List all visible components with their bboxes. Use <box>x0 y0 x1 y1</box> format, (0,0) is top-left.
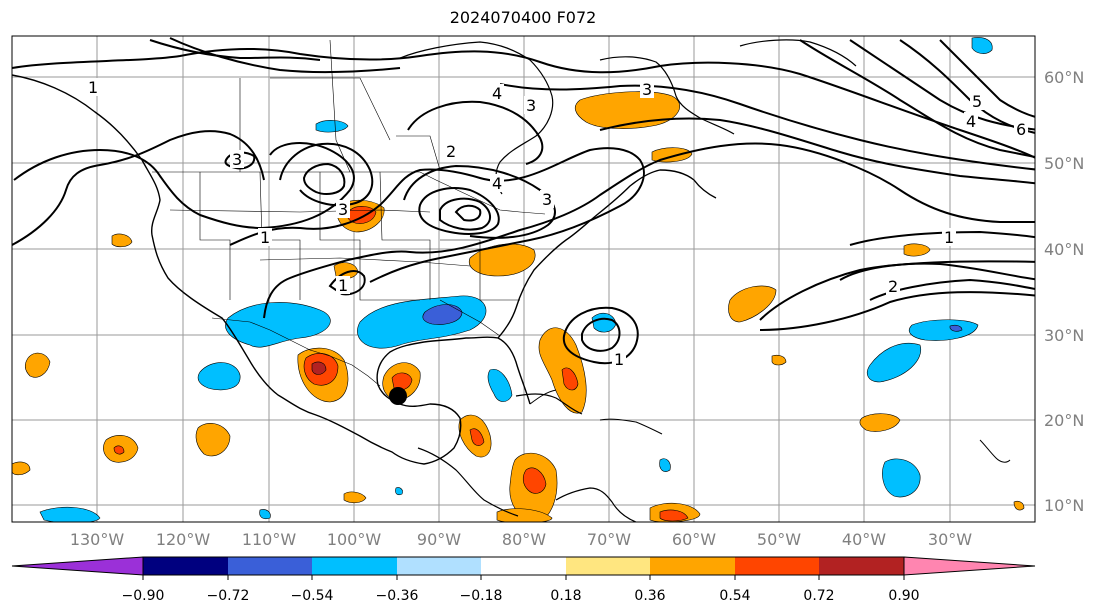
lon-label: 60°W <box>672 530 716 549</box>
lon-label: 90°W <box>417 530 461 549</box>
borders <box>152 39 546 387</box>
colorbar-tick-label: 0.72 <box>803 588 834 604</box>
contour-label: 6 <box>1016 120 1026 139</box>
positive-anomaly-regions <box>12 91 1025 522</box>
lon-label: 70°W <box>587 530 631 549</box>
colorbar-tick-label: 0.36 <box>634 588 665 604</box>
contour-label: 1 <box>338 276 348 295</box>
colorbar-bin <box>397 557 481 575</box>
contour-label: 3 <box>542 190 552 209</box>
lon-label: 50°W <box>757 530 801 549</box>
contour-label: 5 <box>972 92 982 111</box>
storm-center-marker <box>389 387 407 405</box>
map-title: 2024070400 F072 <box>449 8 597 27</box>
colorbar-bin <box>566 557 650 575</box>
lon-label: 80°W <box>502 530 546 549</box>
colorbar-bin <box>312 557 397 575</box>
negative-anomaly-regions <box>39 37 993 522</box>
contour-label: 1 <box>944 228 954 247</box>
colorbar-extend-low <box>11 556 144 576</box>
lon-label: 40°W <box>842 530 886 549</box>
lon-label: 30°W <box>928 530 972 549</box>
contour-label: 1 <box>88 78 98 97</box>
colorbar: −0.90 −0.72 −0.54 −0.36 −0.18 0.18 0.36 … <box>11 556 1036 604</box>
colorbar-tick-label: 0.54 <box>719 588 750 604</box>
lat-label: 50°N <box>1044 154 1084 173</box>
lat-label: 40°N <box>1044 240 1084 259</box>
colorbar-tick-label: 0.90 <box>888 588 919 604</box>
lat-label: 60°N <box>1044 68 1084 87</box>
colorbar-bin <box>819 557 904 575</box>
lon-label: 110°W <box>242 530 297 549</box>
longitude-labels: 130°W 120°W 110°W 100°W 90°W 80°W 70°W 6… <box>70 530 972 549</box>
colorbar-tick-label: −0.18 <box>460 588 503 604</box>
colorbar-bin <box>481 557 566 575</box>
latitude-labels: 60°N 50°N 40°N 30°N 20°N 10°N <box>1044 68 1084 515</box>
contour-label: 3 <box>642 80 652 99</box>
colorbar-tick-label: −0.36 <box>376 588 419 604</box>
lat-label: 30°N <box>1044 326 1084 345</box>
contour-label: 4 <box>966 112 976 131</box>
map-frame <box>11 35 1036 523</box>
contour-label: 3 <box>526 96 536 115</box>
colorbar-extend-high <box>903 556 1036 576</box>
lon-label: 130°W <box>70 530 125 549</box>
colorbar-tick-label: −0.72 <box>207 588 250 604</box>
colorbar-bin <box>228 557 312 575</box>
contour-label: 3 <box>338 200 348 219</box>
map-area <box>12 36 1035 522</box>
lat-label: 10°N <box>1044 496 1084 515</box>
contour-label: 4 <box>492 174 502 193</box>
colorbar-bin <box>650 557 735 575</box>
colorbar-tick-label: −0.90 <box>122 588 165 604</box>
coastlines <box>12 39 1011 522</box>
lon-label: 120°W <box>156 530 211 549</box>
colorbar-tick-label: −0.54 <box>291 588 334 604</box>
contour-label: 4 <box>492 84 502 103</box>
contour-label: 2 <box>446 142 456 161</box>
contour-label-group: 1 1 3 3 2 4 3 4 3 1 1 2 1 3 5 4 6 <box>86 78 1028 369</box>
contour-label: 1 <box>614 350 624 369</box>
colorbar-tick-label: 0.18 <box>550 588 581 604</box>
lon-label: 100°W <box>327 530 382 549</box>
colorbar-bin <box>735 557 819 575</box>
contour-label: 1 <box>260 228 270 247</box>
lat-label: 20°N <box>1044 411 1084 430</box>
contour-label: 3 <box>232 150 242 169</box>
contour-label: 2 <box>888 277 898 296</box>
colorbar-bin <box>143 557 228 575</box>
